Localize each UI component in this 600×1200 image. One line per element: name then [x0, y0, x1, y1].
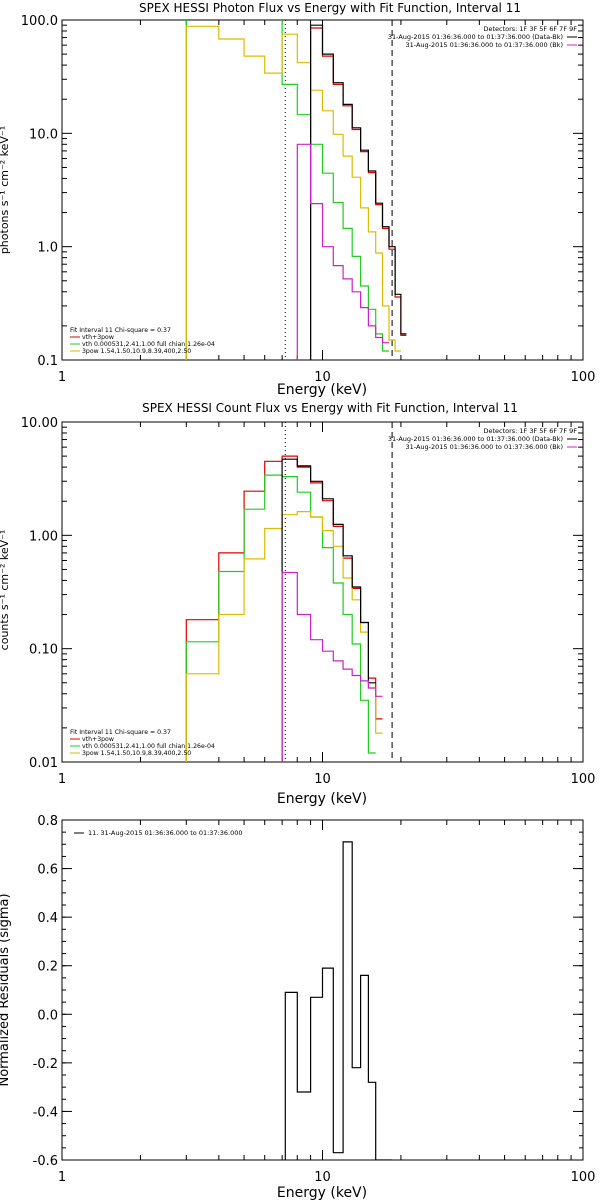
series-bk — [296, 143, 389, 360]
y-axis-label: counts s⁻¹ cm⁻² keV⁻¹ — [0, 530, 11, 651]
count-flux-chart: SPEX HESSI Count Flux vs Energy with Fit… — [0, 401, 595, 807]
y-tick-label: 0.6 — [37, 863, 58, 878]
y-tick-label: 10.0 — [29, 127, 58, 142]
y-tick-label: 10.00 — [21, 416, 58, 431]
x-tick-label: 100 — [571, 772, 596, 787]
x-axis-label: Energy (keV) — [277, 382, 367, 398]
residuals-chart: 1 10 100 -0.6 -0.4 -0.2 0.0 0.2 0.4 0.6 0.8 11. 31-… — [0, 814, 595, 1200]
series-residuals — [284, 841, 393, 1160]
y-axis-label: photons s⁻¹ cm⁻² keV⁻¹ — [0, 126, 11, 254]
legend-entry: 3pow 1.54,1.50,10.9,8.39,400,2.50 — [82, 750, 191, 757]
y-tick-label: 0.1 — [37, 354, 58, 369]
x-tick-label: 10 — [314, 370, 331, 385]
series-data-bk — [281, 458, 376, 762]
legend-entry: 31-Aug-2015 01:36:36.000 to 01:37:36.000… — [388, 435, 563, 443]
legend-entry: 31-Aug-2015 01:36:36.000 to 01:37:36.000… — [388, 33, 563, 41]
legend-entry: vth+3pow — [82, 334, 114, 341]
legend-entry: 31-Aug-2015 01:36:36.000 to 01:37:36.000… — [406, 41, 563, 49]
photon-flux-chart: SPEX HESSI Photon Flux vs Energy with Fi… — [0, 1, 596, 398]
x-tick-label: 100 — [571, 370, 596, 385]
chart-title: SPEX HESSI Count Flux vs Energy with Fit… — [142, 401, 518, 415]
series-3pow — [185, 25, 401, 360]
y-tick-label: 1.0 — [37, 241, 58, 256]
y-tick-label: -0.2 — [33, 1057, 58, 1072]
y-axis-label: Normalized Residuals (sigma) — [0, 893, 12, 1086]
series-data-bk — [310, 24, 407, 360]
legend-entry: 3pow 1.54,1.50,10.9,8.39,400,2.50 — [82, 348, 191, 355]
y-tick-label: 0.10 — [29, 643, 58, 658]
y-tick-label: 0.8 — [37, 814, 58, 829]
y-tick-label: 100.0 — [21, 14, 58, 29]
legend-entry: vth 0.000531,2.41,1.00 full chian 1.26e-… — [82, 341, 215, 348]
y-tick-label: 0.2 — [37, 960, 58, 975]
x-tick-label: 1 — [58, 772, 66, 787]
y-tick-label: -0.4 — [33, 1105, 58, 1120]
y-tick-label: 0.01 — [29, 756, 58, 771]
y-tick-label: -0.6 — [33, 1154, 58, 1169]
x-tick-label: 10 — [314, 772, 331, 787]
y-tick-label: 1.00 — [29, 529, 58, 544]
legend-entry: vth+3pow — [82, 736, 114, 743]
x-tick-label: 1 — [58, 370, 66, 385]
legend-entry: vth 0.000531,2.41,1.00 full chian 1.26e-… — [82, 743, 215, 750]
y-tick-label: 0.0 — [37, 1008, 58, 1023]
chart-title: SPEX HESSI Photon Flux vs Energy with Fi… — [139, 1, 521, 15]
legend-entry: Fit Interval 11 Chi-square = 0.37 — [70, 327, 171, 334]
legend-entry: 11. 31-Aug-2015 01:36:36.000 to 01:37:36… — [88, 829, 243, 837]
series-bk — [281, 571, 383, 762]
x-tick-label: 10 — [314, 1170, 331, 1185]
x-tick-label: 1 — [58, 1170, 66, 1185]
legend-entry: 31-Aug-2015 01:36:36.000 to 01:37:36.000… — [406, 443, 563, 451]
x-tick-label: 100 — [571, 1170, 596, 1185]
x-axis-label: Energy (keV) — [277, 1185, 367, 1200]
x-axis-label: Energy (keV) — [277, 791, 367, 807]
legend-entry: Detectors: 1F 3F 5F 6F 7F 9F — [483, 25, 577, 33]
series-3pow — [185, 511, 383, 762]
legend-entry: Detectors: 1F 3F 5F 6F 7F 9F — [483, 427, 577, 435]
y-tick-label: 0.4 — [37, 911, 58, 926]
legend-entry: Fit Interval 11 Chi-square = 0.37 — [70, 729, 171, 736]
